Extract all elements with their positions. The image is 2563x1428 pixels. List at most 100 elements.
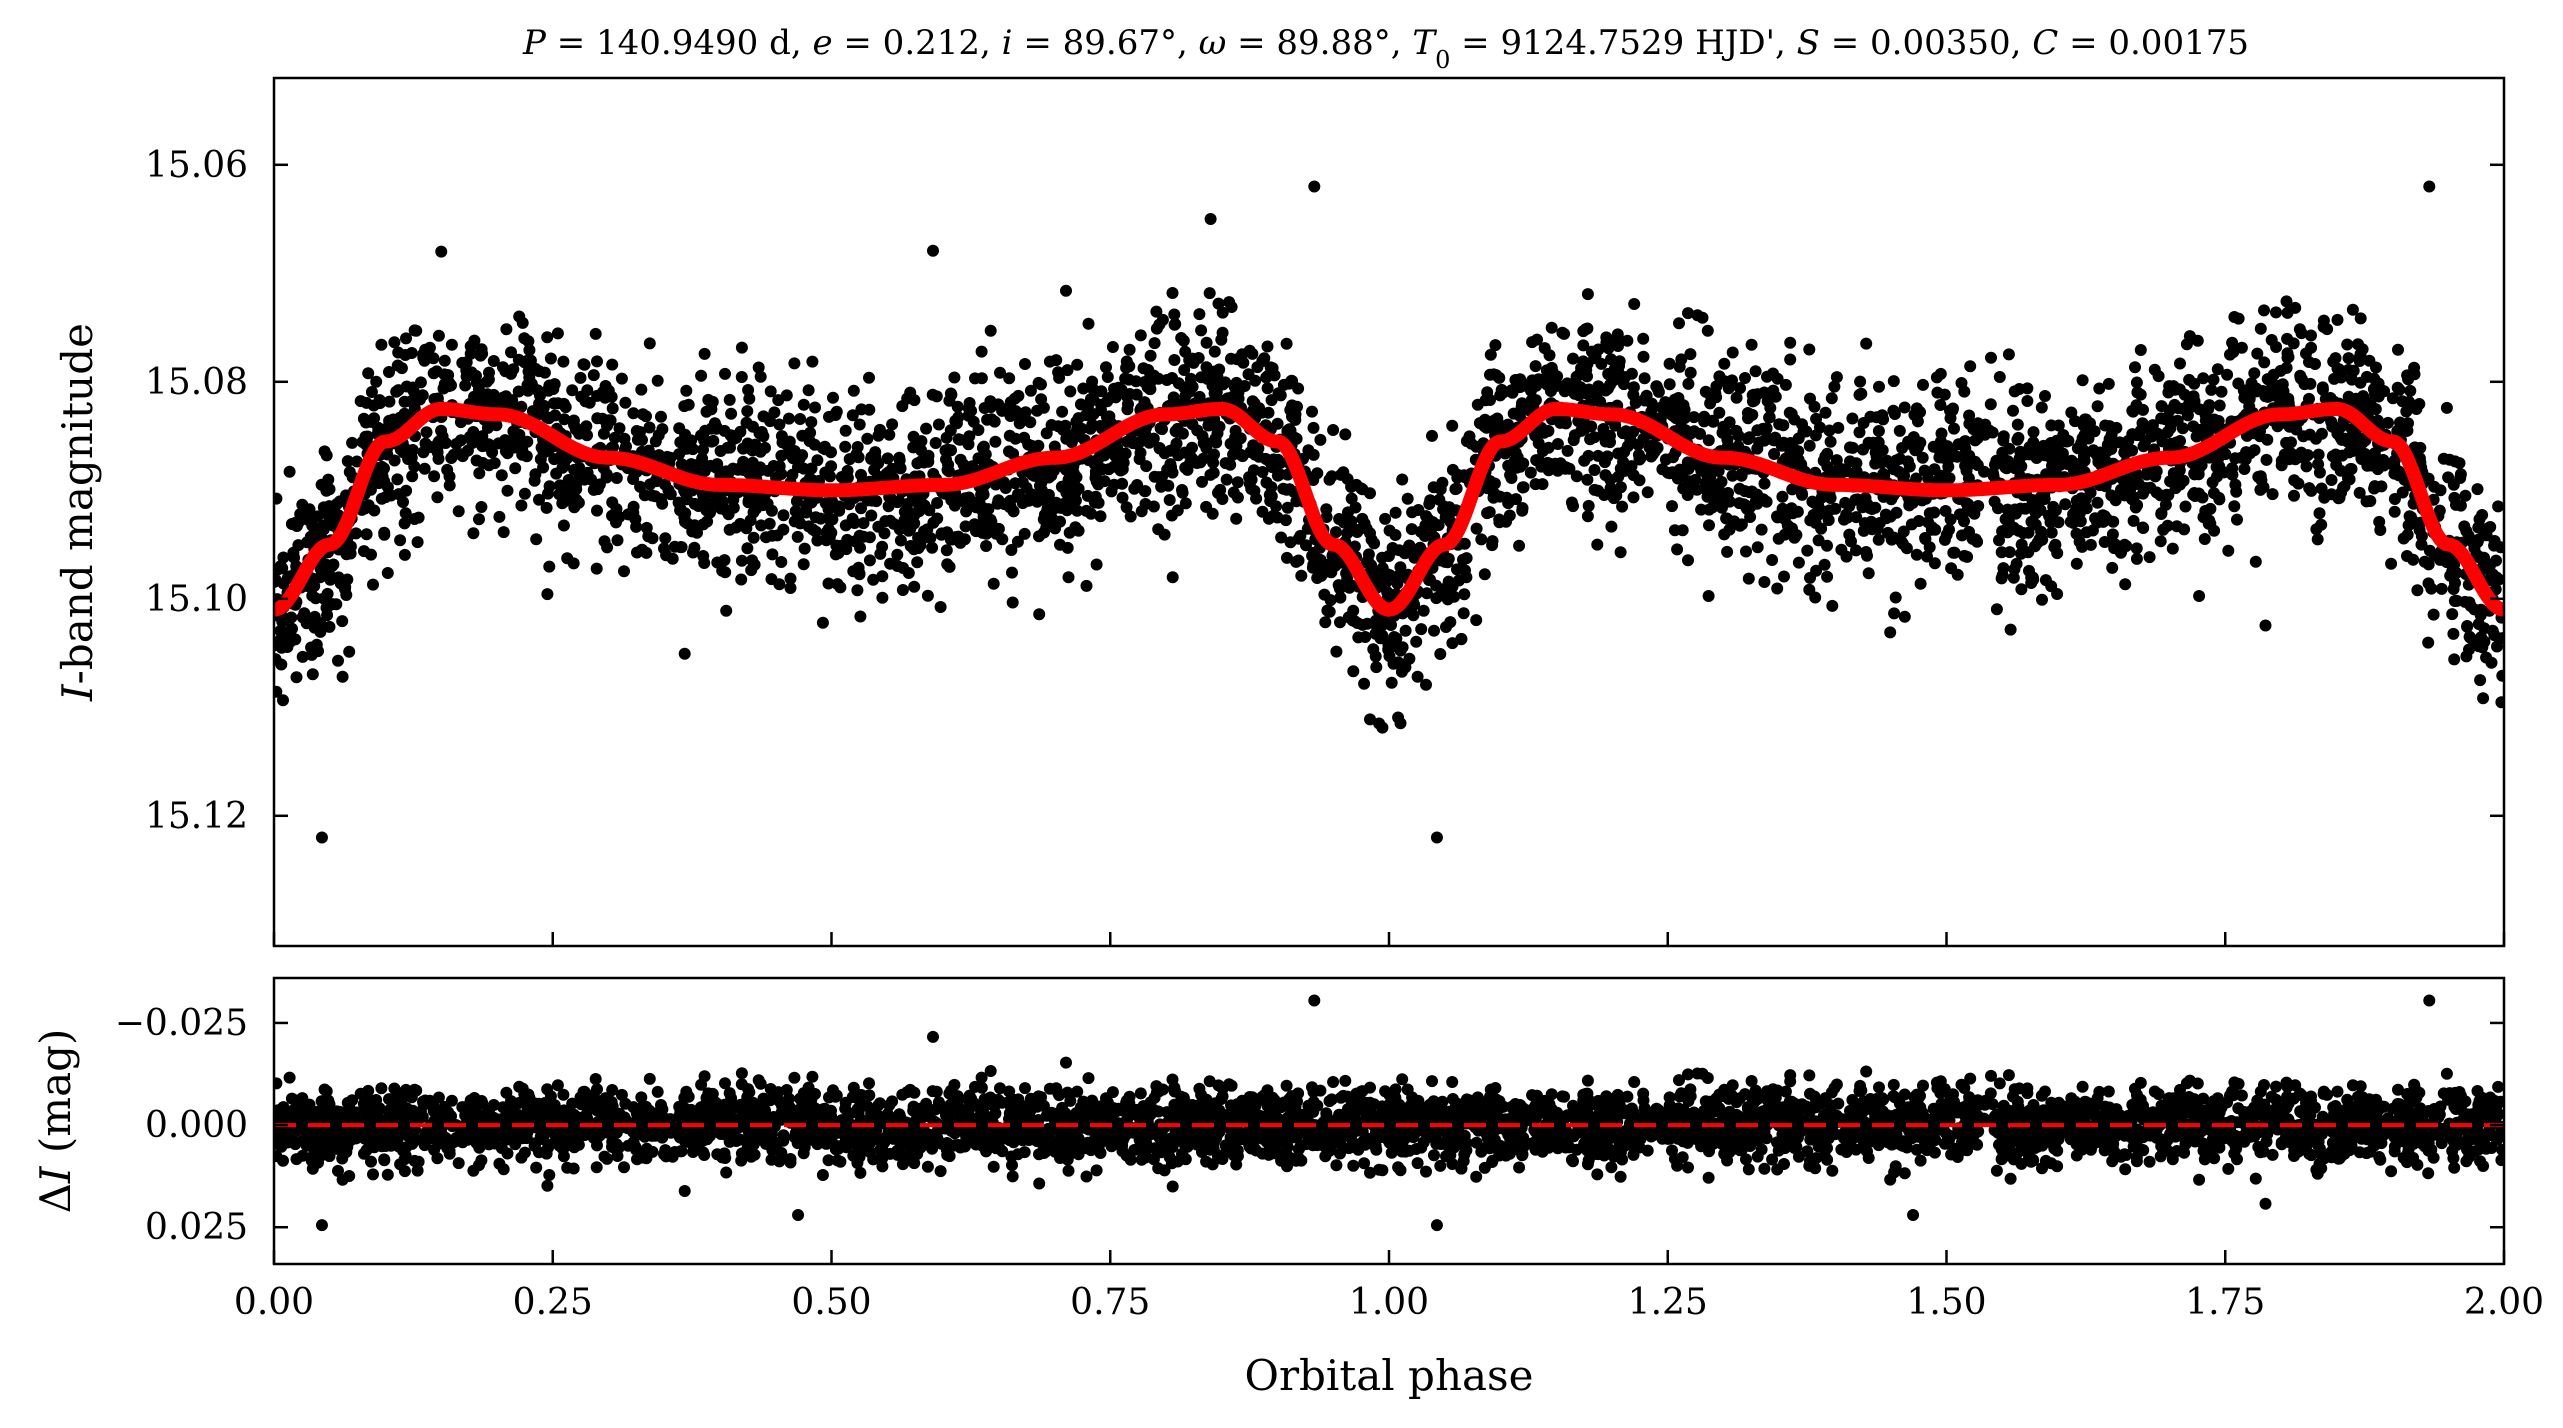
data-point <box>1082 317 1095 330</box>
residual-point <box>788 1071 801 1084</box>
data-point <box>2131 499 2144 512</box>
data-point <box>789 448 802 461</box>
data-point <box>1179 389 1192 402</box>
data-point <box>1872 425 1885 437</box>
data-point <box>1150 305 1163 318</box>
data-point <box>1673 360 1686 373</box>
data-point <box>2388 458 2401 471</box>
data-point <box>1333 513 1346 525</box>
data-point <box>1186 418 1199 431</box>
data-point <box>1735 468 1748 481</box>
data-point <box>659 532 672 545</box>
data-point <box>1160 374 1173 386</box>
data-point <box>2228 500 2241 513</box>
data-point <box>388 336 401 349</box>
data-point <box>1006 566 1018 579</box>
data-point <box>1969 455 1982 468</box>
data-point <box>822 503 835 516</box>
data-point <box>1723 416 1736 429</box>
data-point <box>2130 552 2143 565</box>
data-point <box>1529 478 1542 491</box>
data-point <box>1323 473 1336 486</box>
data-point <box>512 353 525 366</box>
residual-point <box>1166 1180 1179 1193</box>
data-point <box>2434 484 2447 497</box>
data-point <box>2106 561 2119 574</box>
data-point <box>2454 499 2467 512</box>
data-point <box>811 534 824 547</box>
data-point <box>2352 445 2365 458</box>
data-point <box>2030 445 2043 458</box>
data-point <box>383 414 396 427</box>
data-point <box>2396 395 2409 408</box>
data-point <box>904 386 917 399</box>
data-point <box>574 371 587 384</box>
data-point <box>719 367 731 380</box>
data-point <box>1038 526 1050 539</box>
data-point <box>1494 389 1507 402</box>
data-point <box>2343 446 2356 459</box>
data-point <box>1307 448 1320 461</box>
data-point <box>2342 352 2355 365</box>
data-point <box>977 488 990 501</box>
data-point <box>1077 382 1090 395</box>
upper-x-axis-ticks <box>272 932 2506 946</box>
data-point <box>411 536 424 549</box>
data-point <box>1382 568 1395 581</box>
data-point <box>567 414 580 427</box>
data-point <box>881 452 894 465</box>
data-point <box>2103 420 2116 433</box>
data-point <box>829 548 842 561</box>
data-point <box>452 505 465 518</box>
data-point <box>2174 357 2186 370</box>
data-point <box>2290 423 2303 436</box>
data-point <box>1592 449 1605 462</box>
data-point <box>975 372 988 385</box>
data-point <box>1718 528 1731 541</box>
data-point <box>2106 528 2119 541</box>
data-point <box>1484 368 1496 381</box>
data-point <box>788 357 801 370</box>
data-point <box>912 542 925 555</box>
data-point <box>1726 346 1739 359</box>
data-point <box>1446 580 1459 593</box>
data-point <box>2345 423 2358 435</box>
data-point <box>1385 619 1397 631</box>
data-point <box>1252 450 1265 463</box>
data-point <box>2096 509 2109 522</box>
data-point <box>834 581 847 594</box>
data-point <box>2413 398 2426 410</box>
data-point <box>1769 390 1782 403</box>
data-point <box>679 486 692 499</box>
data-point <box>1948 422 1960 435</box>
data-point <box>835 471 848 483</box>
ylabel-italic: I <box>53 683 102 702</box>
data-point <box>1790 529 1803 541</box>
data-point <box>682 398 695 411</box>
data-point <box>2008 503 2021 516</box>
data-point <box>1616 500 1629 513</box>
data-point <box>2092 451 2105 464</box>
data-point <box>1529 360 1542 373</box>
data-point <box>672 496 685 509</box>
data-point <box>2134 424 2147 437</box>
data-point <box>505 346 517 359</box>
data-point <box>714 445 727 457</box>
data-point <box>1213 363 1226 376</box>
data-point <box>1281 551 1293 564</box>
data-point <box>1578 362 1591 375</box>
data-point <box>1155 480 1168 493</box>
data-point <box>1986 426 1999 439</box>
data-point <box>1345 480 1358 493</box>
data-point <box>277 694 289 707</box>
data-point <box>1216 326 1229 339</box>
data-point <box>1360 522 1373 535</box>
data-point <box>1054 515 1066 528</box>
data-point <box>1733 497 1746 510</box>
data-point <box>1053 371 1066 384</box>
data-point <box>1071 358 1084 371</box>
data-point <box>2397 532 2410 545</box>
data-point <box>1137 362 1150 375</box>
data-point <box>1613 359 1626 372</box>
data-point <box>2164 437 2177 450</box>
